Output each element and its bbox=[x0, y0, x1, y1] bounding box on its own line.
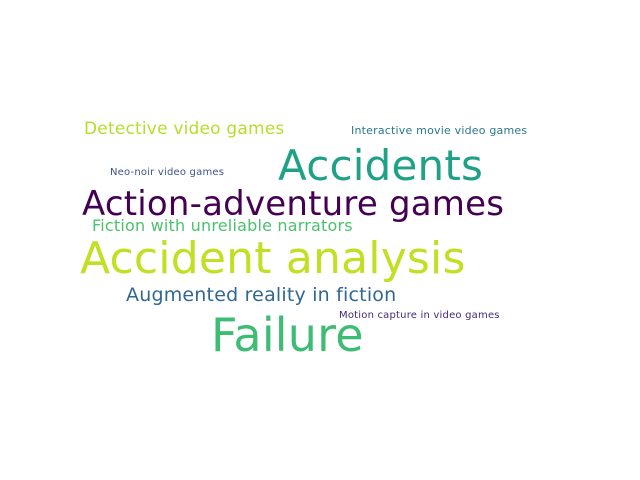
word-failure: Failure bbox=[211, 308, 364, 362]
word-accident-analysis: Accident analysis bbox=[80, 233, 466, 284]
word-augmented-reality-in-fiction: Augmented reality in fiction bbox=[126, 284, 397, 306]
word-action-adventure-games: Action-adventure games bbox=[82, 184, 505, 224]
word-accidents: Accidents bbox=[278, 141, 484, 190]
word-motion-capture-in-video-games: Motion capture in video games bbox=[339, 310, 500, 321]
word-detective-video-games: Detective video games bbox=[84, 119, 285, 139]
word-interactive-movie-video-games: Interactive movie video games bbox=[351, 124, 528, 137]
word-fiction-with-unreliable-narrators: Fiction with unreliable narrators bbox=[92, 216, 353, 235]
word-neo-noir-video-games: Neo-noir video games bbox=[110, 167, 225, 178]
